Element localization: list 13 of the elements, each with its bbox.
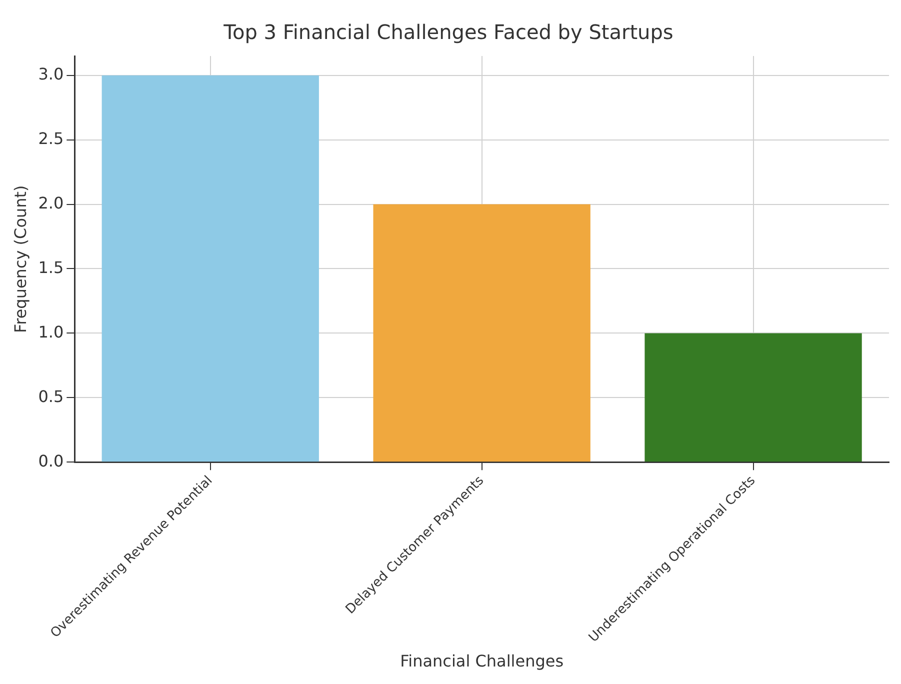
bar xyxy=(373,204,590,462)
y-tick-label: 3.0 xyxy=(38,64,64,84)
y-tick-label: 0.0 xyxy=(38,451,64,470)
y-axis-title: Frequency (Count) xyxy=(10,185,30,333)
y-tick-label: 0.5 xyxy=(38,386,64,406)
y-tick-label: 1.5 xyxy=(38,258,64,277)
bar xyxy=(102,75,319,462)
y-tick-label: 1.0 xyxy=(38,322,64,342)
chart-title: Top 3 Financial Challenges Faced by Startups xyxy=(222,20,674,44)
x-axis-title: Financial Challenges xyxy=(400,652,564,671)
bar xyxy=(644,333,862,462)
y-tick-label: 2.5 xyxy=(38,128,64,148)
y-tick-label: 2.0 xyxy=(38,193,64,212)
